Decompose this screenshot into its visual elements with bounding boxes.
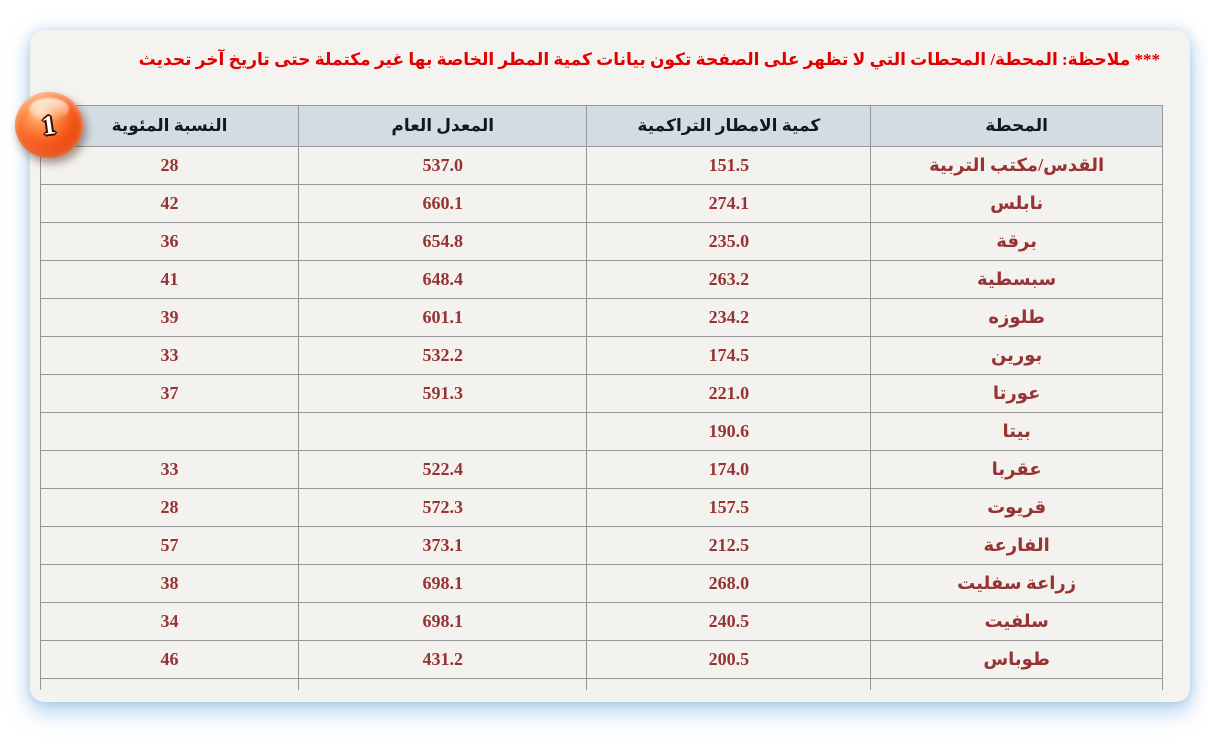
header-rainfall: كمية الامطار التراكمية — [586, 105, 872, 147]
cell-station: طلوزه — [870, 298, 1163, 337]
table-row: نابلس 274.1 660.1 42 — [39, 184, 1163, 223]
table-row: عورتا 221.0 591.3 37 — [39, 374, 1163, 413]
table-row: عقربا 174.0 522.4 33 — [39, 450, 1163, 489]
cell-average: 698.1 — [298, 564, 588, 603]
table-row: الفارعة 212.5 373.1 57 — [39, 526, 1163, 565]
rainfall-table: المحطة كمية الامطار التراكمية المعدل الع… — [39, 105, 1163, 690]
table-row: قريوت 157.5 572.3 28 — [39, 488, 1163, 527]
table-row: بورين 174.5 532.2 33 — [39, 336, 1163, 375]
cell-percentage: 36 — [39, 222, 300, 261]
cell-average: 660.1 — [298, 184, 588, 223]
cell-percentage: 37 — [39, 374, 300, 413]
cell-rainfall: 234.2 — [586, 298, 872, 337]
cell-average: 698.1 — [298, 602, 588, 641]
cell-rainfall: 212.5 — [586, 526, 872, 565]
cell-percentage: 38 — [39, 564, 300, 603]
cell-empty — [39, 678, 300, 690]
cell-percentage: 46 — [39, 640, 300, 679]
cell-station: عورتا — [870, 374, 1163, 413]
header-average: المعدل العام — [298, 105, 588, 147]
cell-station: بيتا — [870, 412, 1163, 451]
table-header-row: المحطة كمية الامطار التراكمية المعدل الع… — [39, 105, 1163, 147]
cell-percentage: 41 — [39, 260, 300, 299]
cell-empty — [586, 678, 872, 690]
cell-rainfall: 235.0 — [586, 222, 872, 261]
cell-rainfall: 174.0 — [586, 450, 872, 489]
cell-rainfall: 200.5 — [586, 640, 872, 679]
cell-average: 522.4 — [298, 450, 588, 489]
cell-station: قريوت — [870, 488, 1163, 527]
table-row: سلفيت 240.5 698.1 34 — [39, 602, 1163, 641]
cell-percentage: 34 — [39, 602, 300, 641]
cell-station: برقة — [870, 222, 1163, 261]
header-station: المحطة — [870, 105, 1163, 147]
table-row: طوباس 200.5 431.2 46 — [39, 640, 1163, 679]
table-row: زراعة سفليت 268.0 698.1 38 — [39, 564, 1163, 603]
table-row: بيتا 190.6 — [39, 412, 1163, 451]
cell-station: عقربا — [870, 450, 1163, 489]
cell-average: 532.2 — [298, 336, 588, 375]
cell-station: سبسطية — [870, 260, 1163, 299]
cell-station: زراعة سفليت — [870, 564, 1163, 603]
content-panel: *** ملاحظة: المحطة/ المحطات التي لا تظهر… — [30, 30, 1190, 702]
cell-station: القدس/مكتب التربية — [870, 146, 1163, 185]
cell-rainfall: 274.1 — [586, 184, 872, 223]
table-row: طلوزه 234.2 601.1 39 — [39, 298, 1163, 337]
cell-rainfall: 263.2 — [586, 260, 872, 299]
cell-rainfall: 174.5 — [586, 336, 872, 375]
marker-badge-label: 1 — [40, 108, 58, 141]
cell-percentage: 28 — [39, 488, 300, 527]
table-row: القدس/مكتب التربية 151.5 537.0 28 — [39, 146, 1163, 185]
cell-average — [298, 412, 588, 451]
cell-percentage: 57 — [39, 526, 300, 565]
marker-badge-1[interactable]: 1 — [15, 92, 83, 158]
table-body: القدس/مكتب التربية 151.5 537.0 28 نابلس 274.1… — [39, 146, 1163, 690]
cell-average: 537.0 — [298, 146, 588, 185]
cell-station: طوباس — [870, 640, 1163, 679]
cell-percentage — [39, 412, 300, 451]
cell-rainfall: 190.6 — [586, 412, 872, 451]
cell-average: 373.1 — [298, 526, 588, 565]
cell-average: 654.8 — [298, 222, 588, 261]
table-row: برقة 235.0 654.8 36 — [39, 222, 1163, 261]
cell-empty — [870, 678, 1163, 690]
cell-average: 601.1 — [298, 298, 588, 337]
cell-rainfall: 151.5 — [586, 146, 872, 185]
cell-empty — [298, 678, 588, 690]
cell-station: سلفيت — [870, 602, 1163, 641]
cell-rainfall: 157.5 — [586, 488, 872, 527]
cell-average: 431.2 — [298, 640, 588, 679]
cell-station: الفارعة — [870, 526, 1163, 565]
header-percentage: النسبة المئوية — [39, 105, 300, 147]
cell-station: بورين — [870, 336, 1163, 375]
cell-percentage: 33 — [39, 450, 300, 489]
cell-station: نابلس — [870, 184, 1163, 223]
cell-rainfall: 221.0 — [586, 374, 872, 413]
cell-rainfall: 268.0 — [586, 564, 872, 603]
cell-percentage: 28 — [39, 146, 300, 185]
cell-average: 572.3 — [298, 488, 588, 527]
table-row-partial — [39, 678, 1163, 690]
cell-percentage: 42 — [39, 184, 300, 223]
table-row: سبسطية 263.2 648.4 41 — [39, 260, 1163, 299]
note-text: *** ملاحظة: المحطة/ المحطات التي لا تظهر… — [138, 50, 1160, 69]
cell-percentage: 39 — [39, 298, 300, 337]
cell-percentage: 33 — [39, 336, 300, 375]
cell-average: 648.4 — [298, 260, 588, 299]
cell-rainfall: 240.5 — [586, 602, 872, 641]
cell-average: 591.3 — [298, 374, 588, 413]
